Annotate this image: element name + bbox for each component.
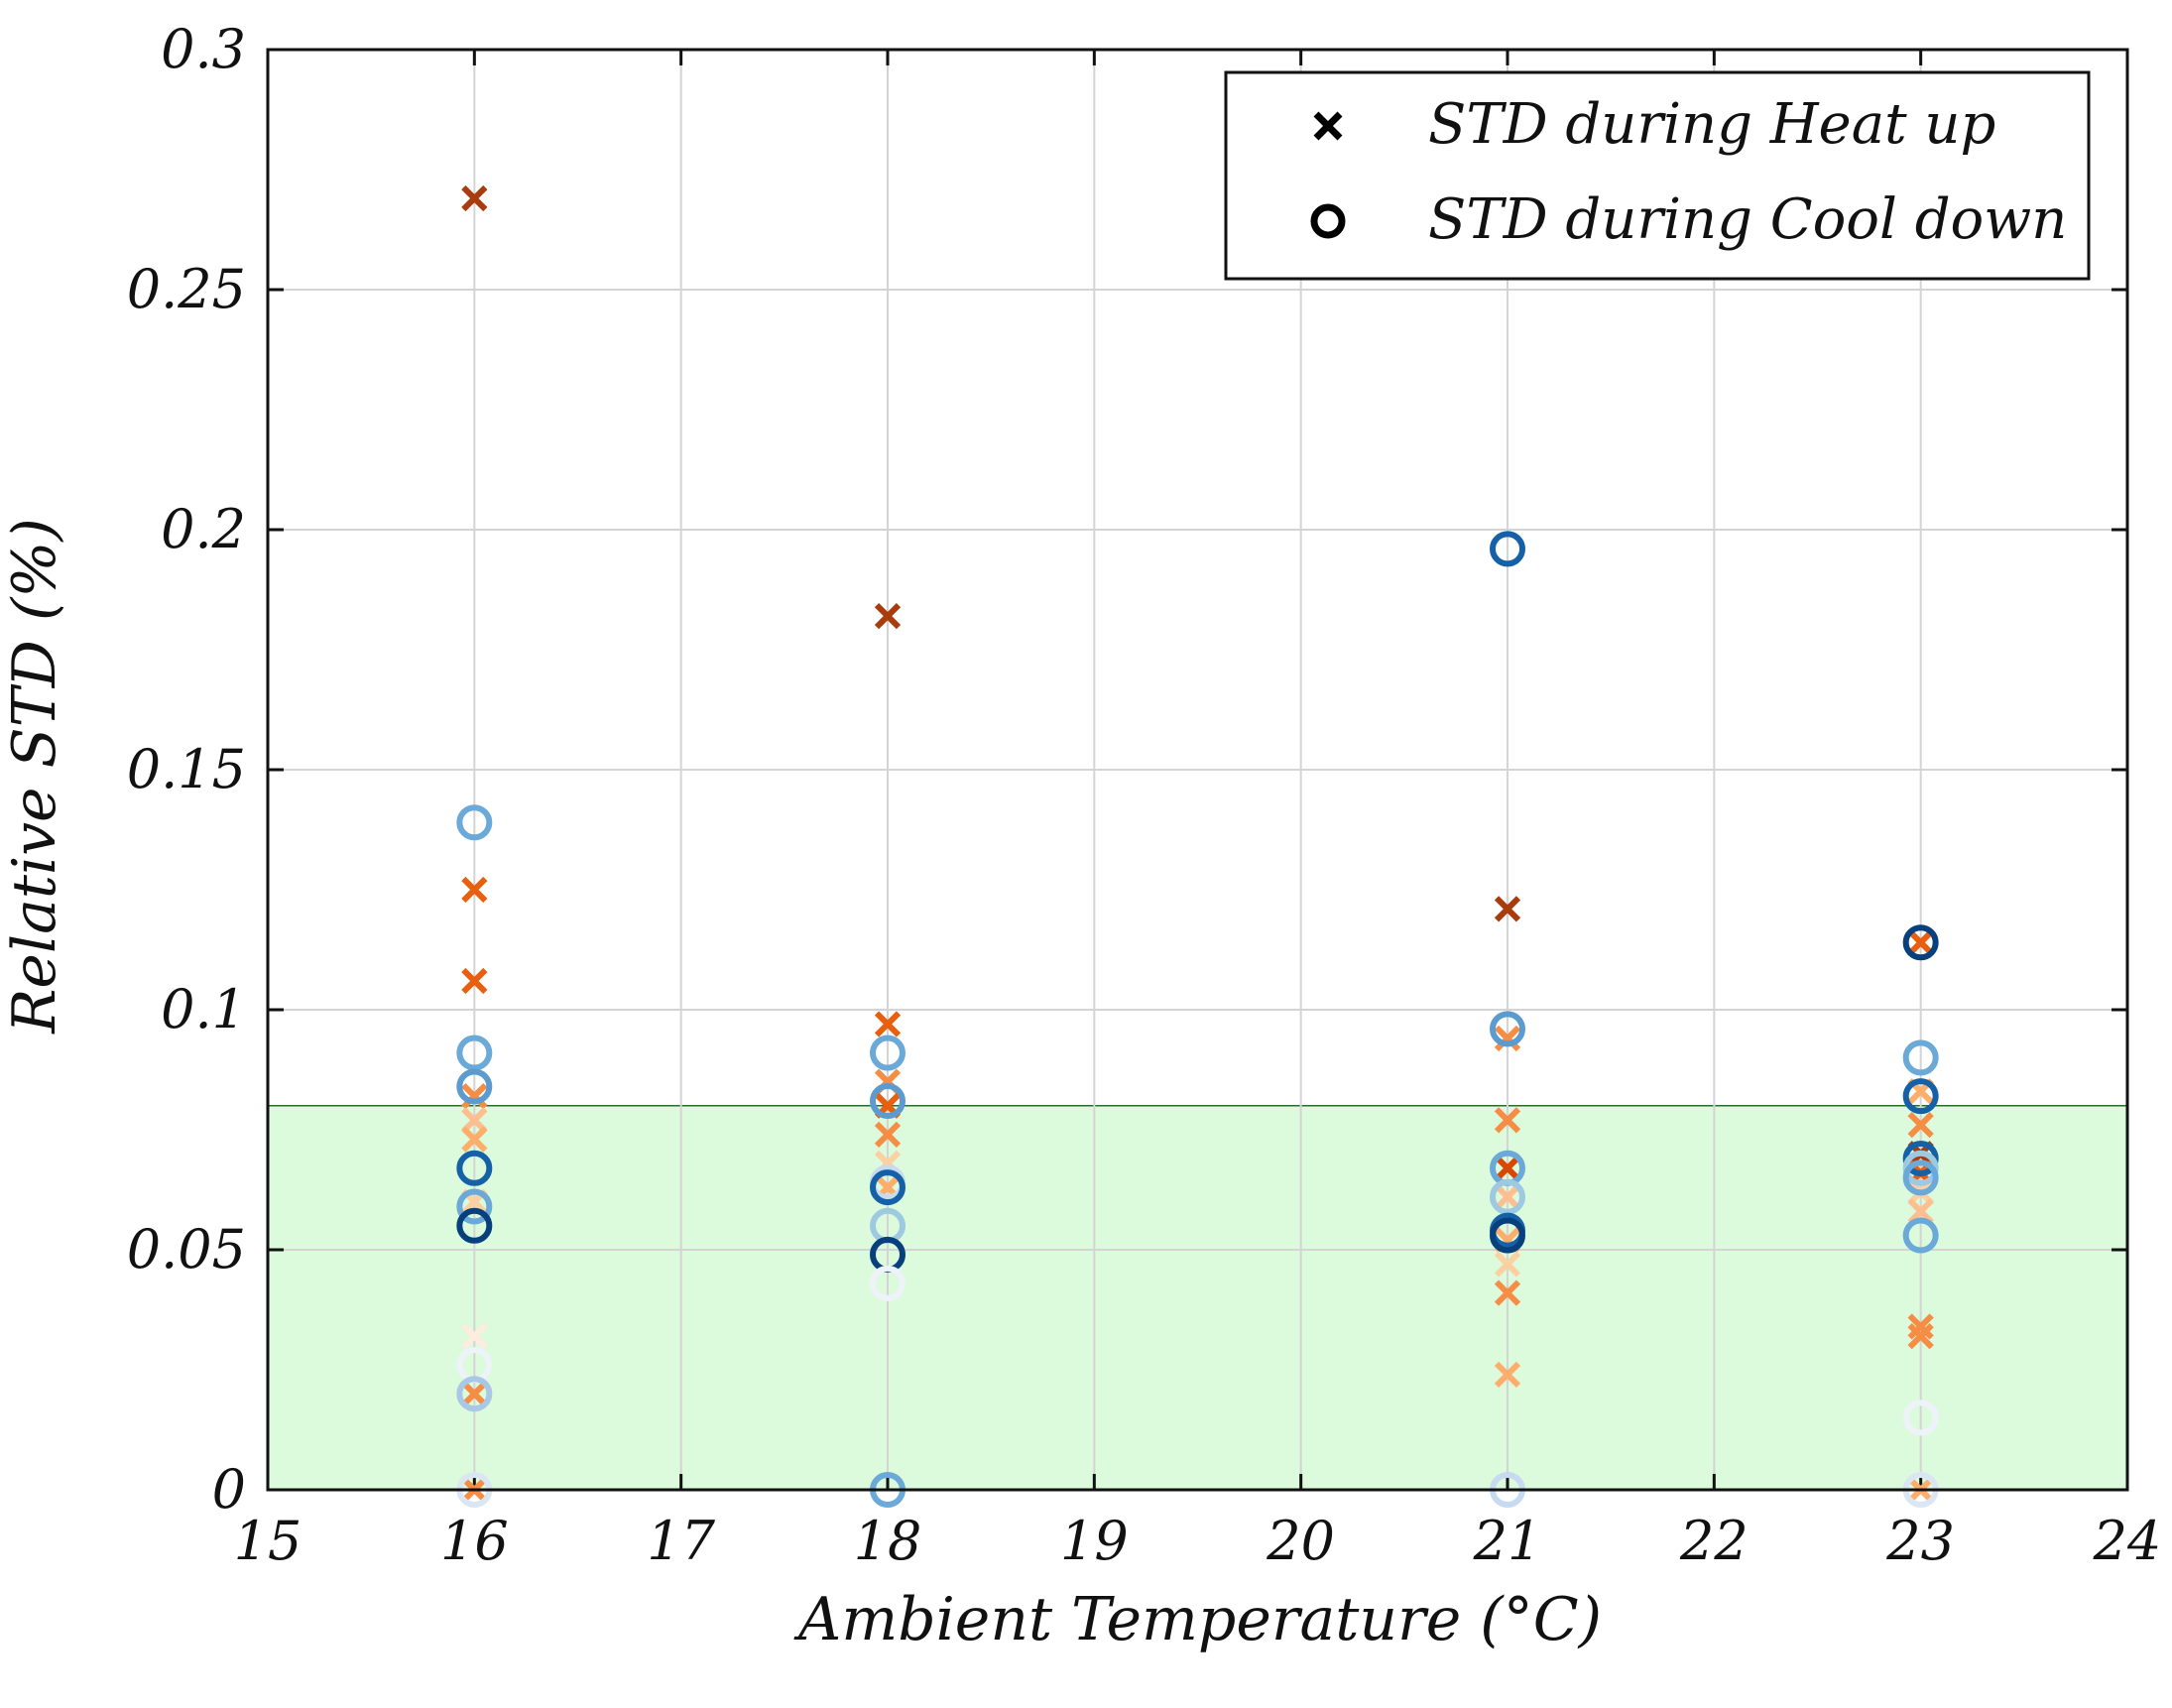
x-tick-label: 19	[1060, 1510, 1129, 1572]
y-tick-label: 0.3	[161, 18, 246, 80]
heat-up-point	[1494, 1107, 1521, 1134]
legend-box	[1224, 70, 2091, 281]
heat-up-point	[1494, 1025, 1521, 1052]
cool-down-point	[456, 1188, 493, 1225]
x-tick-label: 18	[854, 1510, 922, 1572]
cool-down-point	[1490, 1217, 1525, 1254]
cool-down-point	[1490, 1011, 1525, 1047]
heat-up-point	[461, 876, 488, 904]
y-tick-label: 0.2	[161, 498, 246, 560]
x-tick-label: 23	[1885, 1510, 1955, 1572]
heat-up-point	[461, 1322, 488, 1350]
acceptable-range-band	[268, 1105, 2127, 1490]
heat-up-point	[1494, 1155, 1521, 1181]
legend: STD during Heat up STD during Cool down	[1224, 70, 2091, 281]
heat-up-point	[1907, 929, 1934, 956]
cool-down-point	[456, 1150, 493, 1186]
y-tick-label: 0.1	[161, 978, 246, 1040]
legend-cool-down-label: STD during Cool down	[1428, 187, 2067, 252]
cool-down-point	[870, 1169, 905, 1206]
heat-up-point	[1494, 896, 1521, 922]
data-points	[456, 184, 1939, 1508]
y-tick-label: 0	[212, 1458, 246, 1521]
x-tick-label: 17	[647, 1510, 715, 1572]
cool-down-point	[456, 1207, 493, 1244]
heat-up-point	[1907, 1198, 1934, 1225]
cool-down-point	[870, 1082, 905, 1119]
y-axis-title: Relative STD (%)	[0, 518, 69, 1035]
cool-down-point	[1902, 1400, 1939, 1436]
heat-up-point	[1494, 1251, 1521, 1278]
cool-down-point	[1490, 531, 1525, 567]
cool-down-point	[1902, 1039, 1939, 1076]
cool-down-point	[456, 1376, 493, 1412]
y-tick-label: 0.25	[127, 258, 246, 320]
x-tick-labels: 15 16 17 18 19 20 21 22 23 24	[234, 1510, 2162, 1572]
cool-down-point	[456, 1068, 493, 1105]
x-axis-title: Ambient Temperature (°C)	[793, 1585, 1602, 1654]
cool-down-point	[870, 1035, 905, 1071]
cool-down-point	[456, 804, 493, 841]
heat-up-point	[461, 1107, 488, 1134]
heat-up-point	[461, 1381, 488, 1407]
heat-up-point	[461, 1126, 488, 1153]
x-tick-label: 24	[2093, 1510, 2162, 1572]
legend-cool-down-marker-icon	[1310, 203, 1346, 239]
cool-down-point	[870, 1265, 905, 1301]
heat-up-point	[874, 1011, 902, 1037]
heat-up-point	[1494, 1183, 1521, 1210]
legend-heat-up-marker-icon	[1313, 111, 1343, 141]
x-tick-label: 21	[1473, 1510, 1542, 1572]
cool-down-point	[1902, 924, 1939, 961]
x-tick-label: 15	[234, 1510, 302, 1572]
heat-up-point	[461, 184, 488, 212]
heat-up-point	[461, 1082, 488, 1110]
cool-down-point	[1490, 1178, 1525, 1215]
legend-heat-up-label: STD during Heat up	[1428, 92, 1995, 157]
cool-down-point	[456, 1035, 493, 1071]
cool-down-point	[1902, 1078, 1939, 1115]
y-tick-labels: 0 0.05 0.1 0.15 0.2 0.25 0.3	[127, 18, 246, 1521]
heat-up-point	[1907, 1112, 1934, 1139]
heat-up-point	[874, 1121, 902, 1148]
cool-down-point	[1902, 1159, 1939, 1196]
heat-up-point	[1907, 1322, 1934, 1350]
heat-up-point	[1907, 1313, 1934, 1340]
heat-up-point	[874, 602, 902, 630]
y-tick-label: 0.15	[127, 738, 246, 800]
y-tick-label: 0.05	[127, 1218, 246, 1281]
x-tick-label: 22	[1679, 1510, 1749, 1572]
cool-down-point	[1902, 1217, 1939, 1254]
heat-up-point	[461, 967, 488, 995]
heat-up-point	[1494, 1361, 1521, 1388]
heat-up-point	[1494, 1280, 1521, 1306]
x-tick-label: 16	[440, 1510, 509, 1572]
x-tick-label: 20	[1266, 1510, 1335, 1572]
plot-area-frame	[266, 48, 2129, 1492]
